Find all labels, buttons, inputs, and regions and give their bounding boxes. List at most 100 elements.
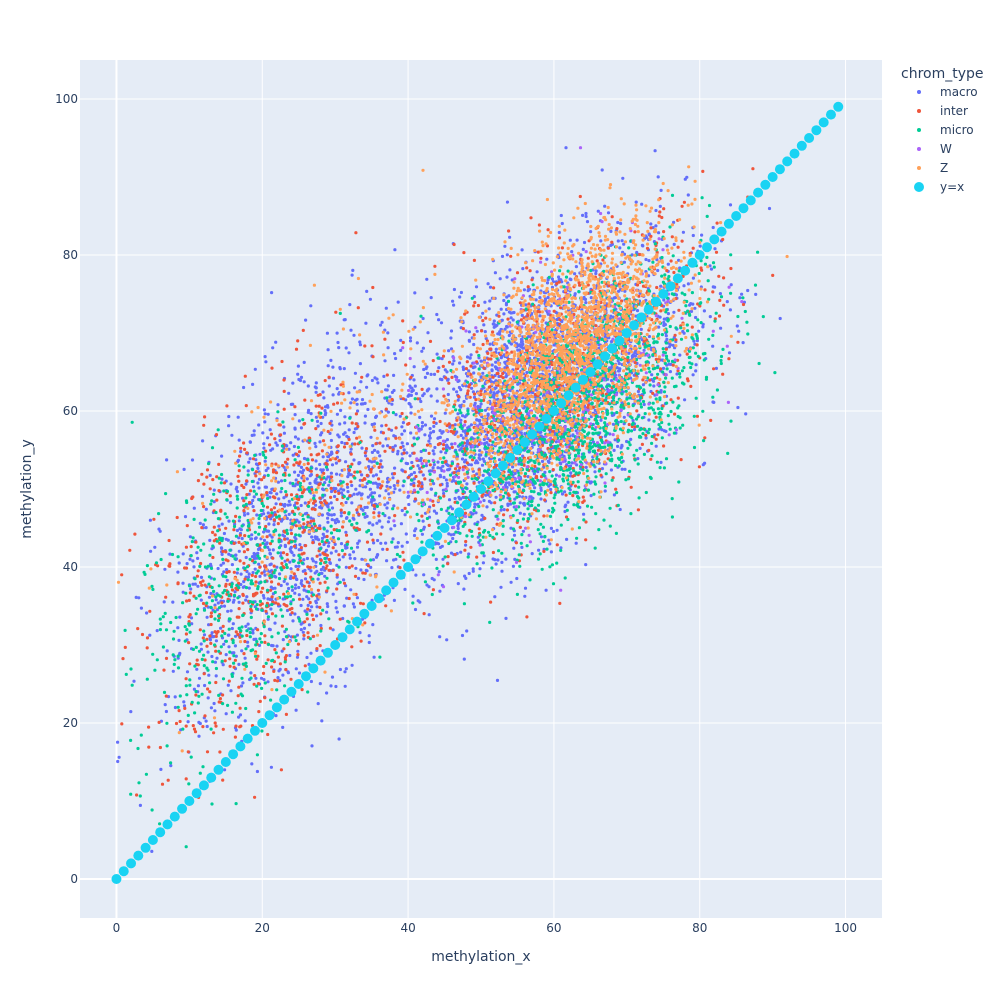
point-macro — [447, 498, 452, 502]
point-macro — [275, 644, 279, 648]
point-inter — [489, 600, 493, 604]
point-inter — [378, 462, 382, 466]
point-macro — [304, 318, 308, 322]
point-macro — [285, 516, 289, 521]
point-macro — [619, 221, 623, 226]
point-inter — [461, 465, 465, 469]
point-macro — [570, 461, 574, 465]
point-inter — [539, 256, 543, 260]
point-macro — [481, 311, 485, 315]
point-macro — [429, 372, 433, 376]
point-macro — [338, 367, 342, 371]
point-macro — [309, 569, 313, 573]
point-macro — [414, 392, 418, 396]
point-inter — [218, 541, 222, 545]
point-inter — [549, 360, 554, 364]
point-macro — [282, 496, 286, 500]
point-macro — [266, 545, 270, 550]
point-macro — [418, 600, 422, 604]
point-macro — [471, 512, 475, 516]
point-macro — [316, 702, 320, 706]
point-inter — [486, 430, 490, 434]
point-macro — [164, 709, 168, 714]
point-macro — [271, 548, 275, 552]
point-macro — [305, 477, 309, 481]
point-macro — [282, 446, 286, 450]
point-macro — [392, 388, 396, 393]
point-macro — [468, 356, 472, 360]
point-macro — [318, 440, 322, 444]
point-inter — [468, 383, 472, 387]
point-macro — [609, 468, 614, 472]
point-macro — [476, 404, 480, 409]
point-inter — [701, 169, 705, 173]
point-macro — [615, 366, 619, 370]
point-macro — [349, 401, 353, 405]
point-macro — [276, 480, 280, 484]
point-macro — [599, 239, 603, 243]
point-macro — [330, 675, 335, 679]
point-inter — [638, 252, 642, 257]
point-macro — [382, 374, 386, 378]
point-macro — [145, 611, 149, 615]
point-macro — [360, 473, 364, 477]
point-inter — [682, 200, 687, 204]
point-macro — [469, 353, 473, 357]
point-macro — [282, 431, 286, 435]
point-macro — [633, 351, 637, 355]
point-macro — [392, 484, 396, 488]
point-inter — [592, 405, 596, 409]
point-macro — [208, 638, 212, 642]
point-macro — [254, 676, 258, 680]
point-macro — [539, 497, 543, 501]
point-macro — [298, 543, 302, 547]
point-macro — [466, 439, 470, 443]
point-macro — [683, 398, 687, 402]
point-macro — [334, 606, 338, 610]
point-macro — [675, 372, 679, 376]
point-macro — [725, 300, 729, 304]
point-macro — [222, 642, 226, 646]
point-macro — [314, 445, 318, 449]
point-macro — [461, 414, 465, 418]
point-macro — [406, 495, 410, 499]
point-macro — [321, 390, 325, 394]
point-inter — [337, 553, 341, 557]
point-macro — [552, 343, 556, 347]
point-macro — [349, 447, 353, 451]
point-macro — [737, 329, 741, 333]
point-macro — [494, 495, 498, 499]
point-macro — [300, 471, 304, 475]
point-inter — [560, 246, 565, 250]
point-macro — [220, 477, 224, 481]
point-inter — [525, 615, 529, 619]
point-inter — [282, 389, 286, 393]
point-macro — [536, 470, 540, 474]
point-macro — [267, 522, 271, 526]
point-macro — [440, 357, 444, 361]
point-macro — [326, 364, 330, 368]
point-inter — [455, 418, 459, 422]
point-inter — [526, 285, 530, 289]
point-macro — [413, 607, 418, 612]
point-macro — [644, 257, 648, 262]
point-macro — [385, 484, 389, 488]
point-macro — [329, 438, 333, 443]
point-macro — [427, 613, 431, 617]
point-macro — [461, 495, 465, 499]
point-macro — [227, 424, 231, 428]
point-macro — [452, 532, 456, 537]
point-macro — [509, 526, 513, 530]
point-inter — [677, 308, 681, 312]
point-macro — [635, 309, 640, 313]
point-macro — [213, 660, 217, 664]
point-macro — [262, 538, 267, 543]
point-macro — [256, 551, 260, 556]
point-macro — [386, 501, 390, 505]
point-macro — [264, 468, 268, 473]
point-macro — [338, 422, 342, 426]
point-macro — [326, 516, 330, 520]
point-macro — [665, 337, 669, 341]
point-inter — [542, 549, 546, 554]
point-macro — [485, 441, 489, 445]
